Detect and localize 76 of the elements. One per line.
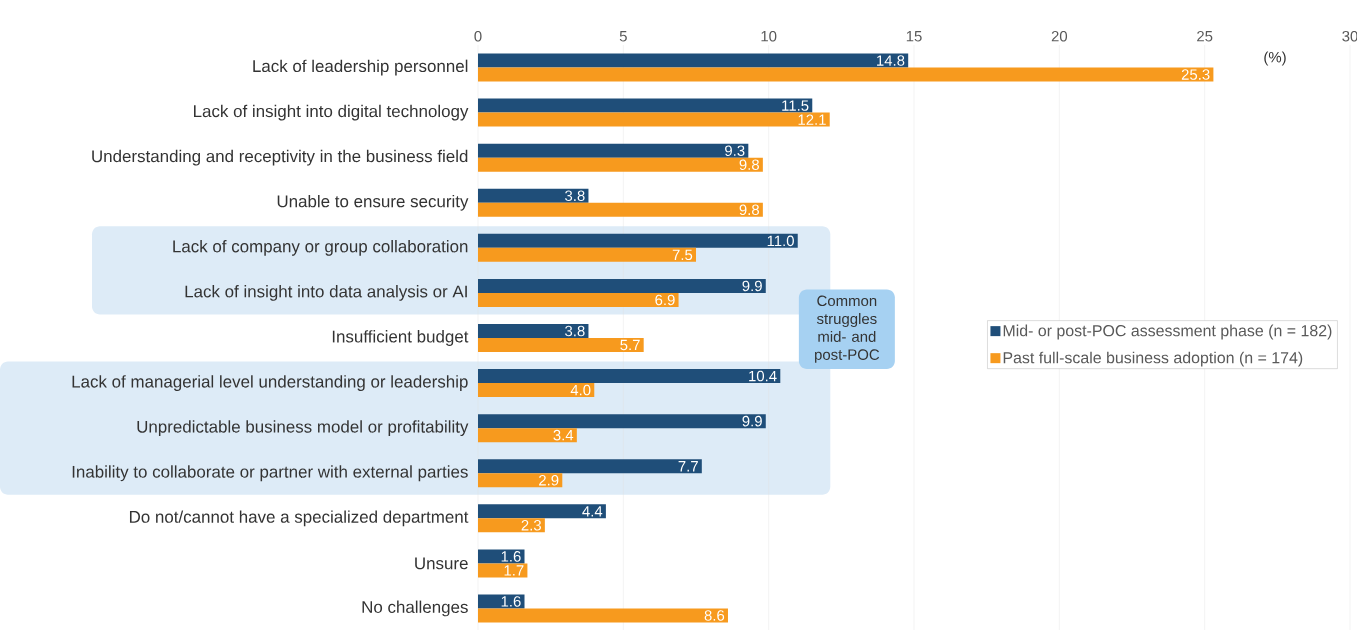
bar xyxy=(478,549,525,564)
bar xyxy=(478,594,525,609)
bar xyxy=(478,383,595,398)
data-label: 1.6 xyxy=(501,551,521,562)
y-tick-label: Insufficient budget xyxy=(332,330,469,346)
annotation: (%) xyxy=(1264,51,1286,66)
data-label: 11.0 xyxy=(767,235,794,247)
data-label: 4.4 xyxy=(582,506,603,517)
y-tick-label: No challenges xyxy=(362,600,468,617)
bar xyxy=(478,143,749,158)
x-tick-label: 15 xyxy=(906,31,922,42)
bar xyxy=(478,459,702,474)
data-label: 3.8 xyxy=(565,325,585,337)
bar xyxy=(478,292,679,307)
data-label: 12.1 xyxy=(798,114,826,125)
bar xyxy=(478,518,545,533)
data-label: 9.3 xyxy=(725,145,745,156)
bar xyxy=(478,428,577,443)
data-label: 11.5 xyxy=(782,100,809,111)
x-tick-label: 25 xyxy=(1197,30,1213,42)
data-label: 14.8 xyxy=(877,55,905,66)
data-label: 2.9 xyxy=(539,474,559,486)
annotation: Common struggles mid- and post-POC xyxy=(815,295,880,363)
data-label: 9.8 xyxy=(739,159,759,170)
data-label: 25.3 xyxy=(1181,69,1210,80)
bar xyxy=(478,278,766,293)
data-label: 2.3 xyxy=(521,520,541,531)
y-tick-label: Lack of insight into digital technology xyxy=(194,104,469,121)
data-label: 7.7 xyxy=(678,461,698,472)
bar xyxy=(478,414,766,429)
bar xyxy=(478,608,728,623)
y-tick-label: Unpredictable business model or profitability xyxy=(137,420,469,437)
bar xyxy=(478,233,798,248)
y-tick-label: Inability to collaborate or partner with external parties xyxy=(72,465,468,482)
legend-label: Mid- or post-POC assessment phase (n = 182) xyxy=(1003,324,1332,340)
data-label: 9.8 xyxy=(739,204,759,216)
y-tick-label: Unsure xyxy=(415,557,468,570)
y-tick-label: Understanding and receptivity in the business field xyxy=(92,149,468,166)
bar xyxy=(478,247,696,262)
bar xyxy=(478,324,589,338)
bar xyxy=(478,338,644,352)
y-tick-label: Lack of insight into data analysis or AI xyxy=(185,285,467,301)
x-tick-label: 30 xyxy=(1342,30,1357,42)
legend-label: Past full-scale business adoption (n = 174) xyxy=(1003,351,1303,367)
x-tick-label: 0 xyxy=(474,30,482,42)
bar xyxy=(478,157,763,172)
bar xyxy=(478,504,606,519)
data-label: 3.8 xyxy=(565,190,585,202)
bar xyxy=(478,473,563,488)
data-label: 8.6 xyxy=(704,610,725,621)
y-tick-label: Unable to ensure security xyxy=(277,194,469,211)
x-tick-label: 10 xyxy=(761,30,777,42)
bar xyxy=(478,563,528,578)
bar xyxy=(478,112,830,127)
data-label: 9.9 xyxy=(742,415,762,427)
data-label: 7.5 xyxy=(672,249,693,261)
data-label: 1.6 xyxy=(501,596,521,607)
bar xyxy=(478,188,589,203)
x-tick-label: 5 xyxy=(619,31,627,42)
y-tick-label: Lack of company or group collaboration xyxy=(173,239,468,256)
bar xyxy=(478,202,763,217)
data-label: 5.7 xyxy=(620,339,640,351)
data-label: 4.0 xyxy=(570,384,591,396)
bar xyxy=(478,369,781,384)
y-tick-label: Lack of managerial level understanding or leadership xyxy=(72,375,468,391)
y-tick-label: Lack of leadership personnel xyxy=(253,59,468,76)
data-label: 6.9 xyxy=(655,294,675,306)
data-label: 3.4 xyxy=(553,429,574,441)
bar xyxy=(478,98,813,113)
bar xyxy=(478,67,1214,82)
y-tick-label: Do not/cannot have a specialized department xyxy=(129,510,469,527)
data-label: 10.4 xyxy=(749,370,777,382)
bar xyxy=(478,53,909,68)
x-tick-label: 20 xyxy=(1051,30,1068,42)
data-label: 9.9 xyxy=(742,280,762,292)
data-label: 1.7 xyxy=(504,565,524,576)
